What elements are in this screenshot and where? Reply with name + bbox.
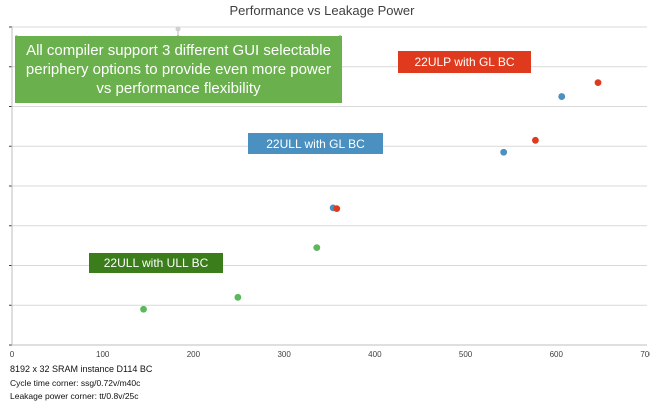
y-tick-mark: [9, 344, 12, 346]
x-tick-label: 0: [10, 350, 15, 359]
x-tick-label: 500: [459, 350, 473, 359]
data-point: [140, 305, 147, 313]
y-tick-mark: [9, 66, 12, 68]
data-point: [594, 79, 602, 87]
axis-layer: 0 100 200 300 400 500 600 700: [9, 26, 650, 359]
y-tick-mark: [9, 106, 12, 107]
x-tick-label: 600: [550, 350, 564, 359]
data-point: [333, 205, 341, 213]
y-tick-mark: [9, 304, 12, 306]
data-point: [234, 293, 242, 301]
x-tick-label: 100: [96, 350, 110, 359]
grid-layer: [12, 26, 647, 346]
x-tick-label: 400: [368, 350, 382, 359]
y-tick-mark: [9, 26, 12, 28]
cycle-time-note: Cycle time corner: ssg/0.72v/m40c: [10, 378, 141, 388]
y-tick-mark: [9, 225, 12, 227]
data-point: [313, 244, 321, 252]
leakage-corner-note: Leakage power corner: tt/0.8v/25c: [10, 391, 139, 401]
x-tick-label: 300: [277, 350, 291, 359]
y-tick-mark: [9, 265, 12, 266]
chart-title: Performance vs Leakage Power: [230, 3, 416, 18]
callout-textbox[interactable]: All compiler support 3 different GUI sel…: [15, 36, 342, 103]
label-22ulp-gl-bc[interactable]: 22ULP with GL BC: [398, 51, 531, 73]
label-22ull-ull-bc[interactable]: 22ULL with ULL BC: [89, 253, 223, 273]
y-tick-mark: [9, 185, 12, 187]
label-22ull-gl-bc[interactable]: 22ULL with GL BC: [248, 133, 383, 154]
data-point: [500, 148, 508, 156]
y-tick-mark: [9, 145, 12, 147]
x-tick-label: 200: [187, 350, 201, 359]
instance-note: 8192 x 32 SRAM instance D114 BC: [10, 364, 153, 374]
point-layer: [140, 79, 602, 313]
x-tick-label: 700: [640, 350, 650, 359]
data-point: [532, 136, 539, 144]
data-point: [558, 93, 566, 100]
